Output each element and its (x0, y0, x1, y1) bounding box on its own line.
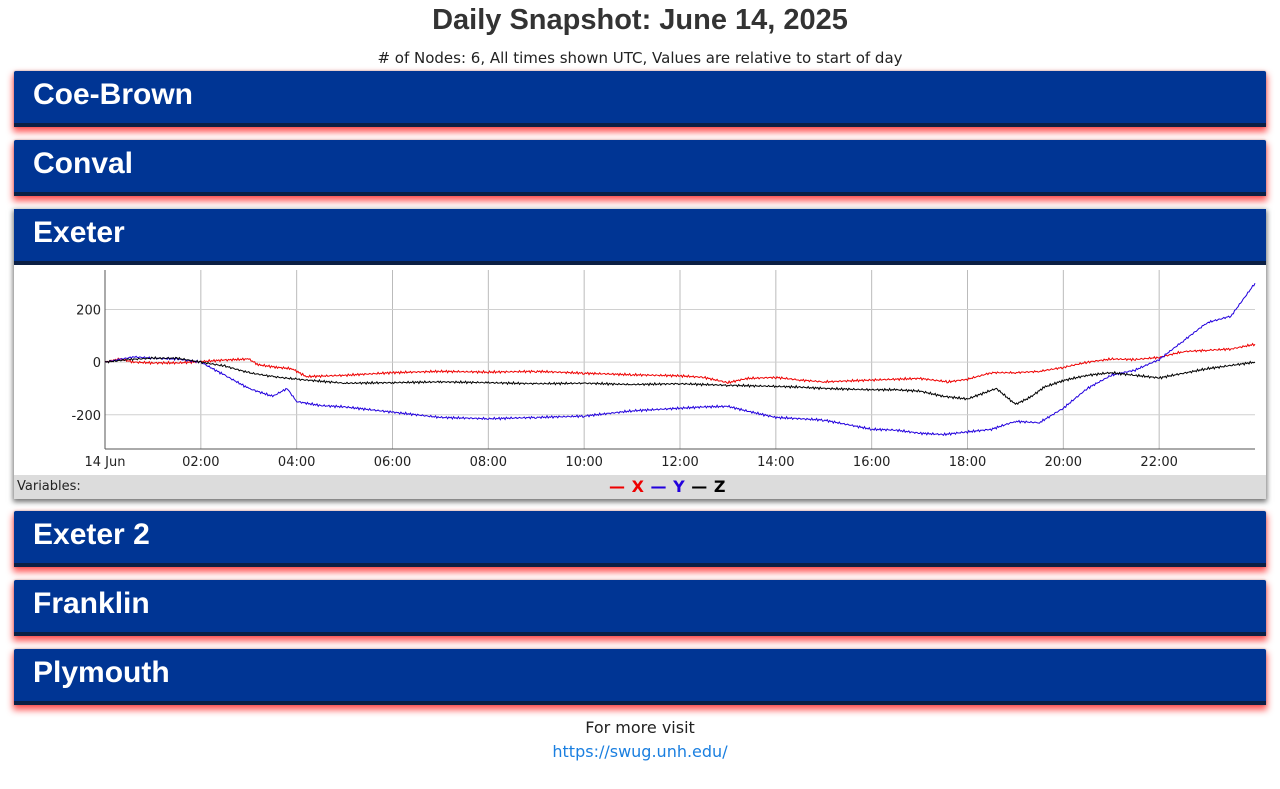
node-panel-exeter: Exeter 14 Jun 02:00 04:00 06:00 08:00 10:00 12… (14, 209, 1266, 499)
x-tick-label: 22:00 (1140, 455, 1177, 470)
node-panel-exeter-2[interactable]: Exeter 2 (14, 511, 1266, 567)
footer-link-wrap: https://swug.unh.edu/ (0, 742, 1280, 762)
y-tick-label: -200 (71, 409, 101, 424)
magnetometer-chart[interactable]: 14 Jun 02:00 04:00 06:00 08:00 10:00 12:00 14:0… (14, 265, 1266, 475)
node-label: Coe-Brown (33, 78, 193, 111)
node-label: Exeter (33, 216, 125, 249)
legend-item-x[interactable]: X (631, 477, 644, 496)
node-panel-coe-brown[interactable]: Coe-Brown (14, 71, 1266, 127)
x-tick-label: 12:00 (661, 455, 698, 470)
node-label: Plymouth (33, 656, 170, 689)
x-tick-label: 14 Jun (85, 455, 126, 470)
footer-link[interactable]: https://swug.unh.edu/ (552, 742, 728, 761)
variables-bar: Variables: — X — Y — Z (14, 475, 1266, 499)
x-tick-label: 06:00 (374, 455, 411, 470)
x-tick-label: 08:00 (470, 455, 507, 470)
series-line-y (104, 282, 1256, 437)
x-tick-label: 10:00 (565, 455, 602, 470)
legend-line-y: — (650, 477, 667, 496)
node-header-exeter[interactable]: Exeter (14, 209, 1266, 265)
x-tick-label: 18:00 (949, 455, 986, 470)
legend-line-x: — (609, 477, 625, 496)
page-title: Daily Snapshot: June 14, 2025 (432, 4, 848, 36)
page-subtitle: # of Nodes: 6, All times shown UTC, Valu… (377, 49, 903, 67)
x-tick-label: 04:00 (278, 455, 315, 470)
node-panel-franklin[interactable]: Franklin (14, 580, 1266, 636)
y-tick-label: 200 (76, 303, 101, 318)
x-tick-label: 16:00 (853, 455, 890, 470)
x-tick-label: 02:00 (182, 455, 219, 470)
x-tick-label: 20:00 (1045, 455, 1082, 470)
node-label: Conval (33, 147, 134, 180)
node-label: Franklin (33, 587, 150, 620)
y-tick-label: 0 (93, 356, 101, 371)
legend-item-z[interactable]: Z (713, 477, 726, 496)
legend: — X — Y — Z (609, 476, 726, 498)
x-tick-label: 14:00 (757, 455, 794, 470)
legend-line-z: — (691, 477, 708, 496)
node-panel-conval[interactable]: Conval (14, 140, 1266, 196)
node-label: Exeter 2 (33, 518, 150, 551)
series-line-z (104, 356, 1256, 406)
series-line-x (104, 342, 1256, 385)
node-panel-plymouth[interactable]: Plymouth (14, 649, 1266, 705)
legend-item-y[interactable]: Y (673, 477, 685, 496)
footer-text: For more visit (585, 718, 695, 737)
variables-label: Variables: (17, 479, 81, 494)
